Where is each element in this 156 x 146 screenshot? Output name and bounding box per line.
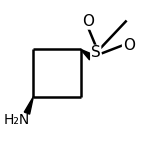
Text: S: S xyxy=(91,45,101,60)
Text: H₂N: H₂N xyxy=(4,113,30,127)
Text: O: O xyxy=(123,38,135,53)
Polygon shape xyxy=(24,97,33,114)
Text: O: O xyxy=(83,14,95,29)
Polygon shape xyxy=(81,49,93,60)
